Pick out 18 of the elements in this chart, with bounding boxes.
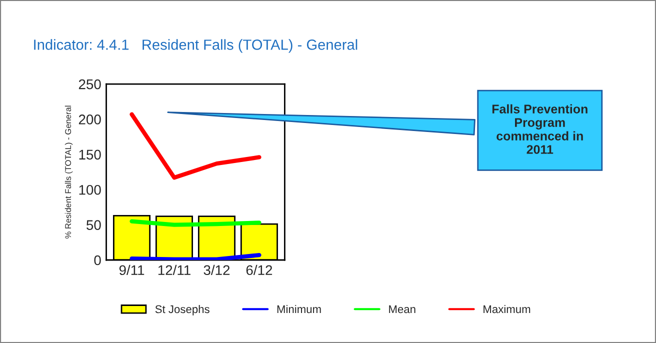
y-tick-label: 250	[78, 79, 101, 90]
y-tick-label: 100	[79, 184, 101, 195]
x-tick-label: 12/11	[158, 264, 190, 276]
legend-label: Minimum	[277, 304, 321, 314]
chart-title: Indicator: 4.4.1 Resident Falls (TOTAL) - General	[34, 39, 358, 53]
x-tick-label: 6/12	[246, 264, 272, 276]
text: Falls Prevention Program commenced in 2011	[492, 104, 588, 154]
line-series	[130, 112, 262, 180]
legend-label: Maximum	[484, 304, 530, 314]
y-tick-label: 0	[94, 255, 101, 266]
y-tick-label: 150	[79, 150, 101, 160]
legend-label: St Josephs	[155, 304, 210, 316]
x-tick-label: 3/12	[204, 264, 230, 276]
y-axis-title: % Resident Falls (TOTAL) - General	[64, 106, 73, 238]
y-tick-label: 200	[78, 114, 101, 124]
legend-label: Mean	[389, 305, 416, 314]
y-tick-label: 50	[86, 220, 101, 230]
x-tick-label: 9/11	[119, 264, 144, 276]
